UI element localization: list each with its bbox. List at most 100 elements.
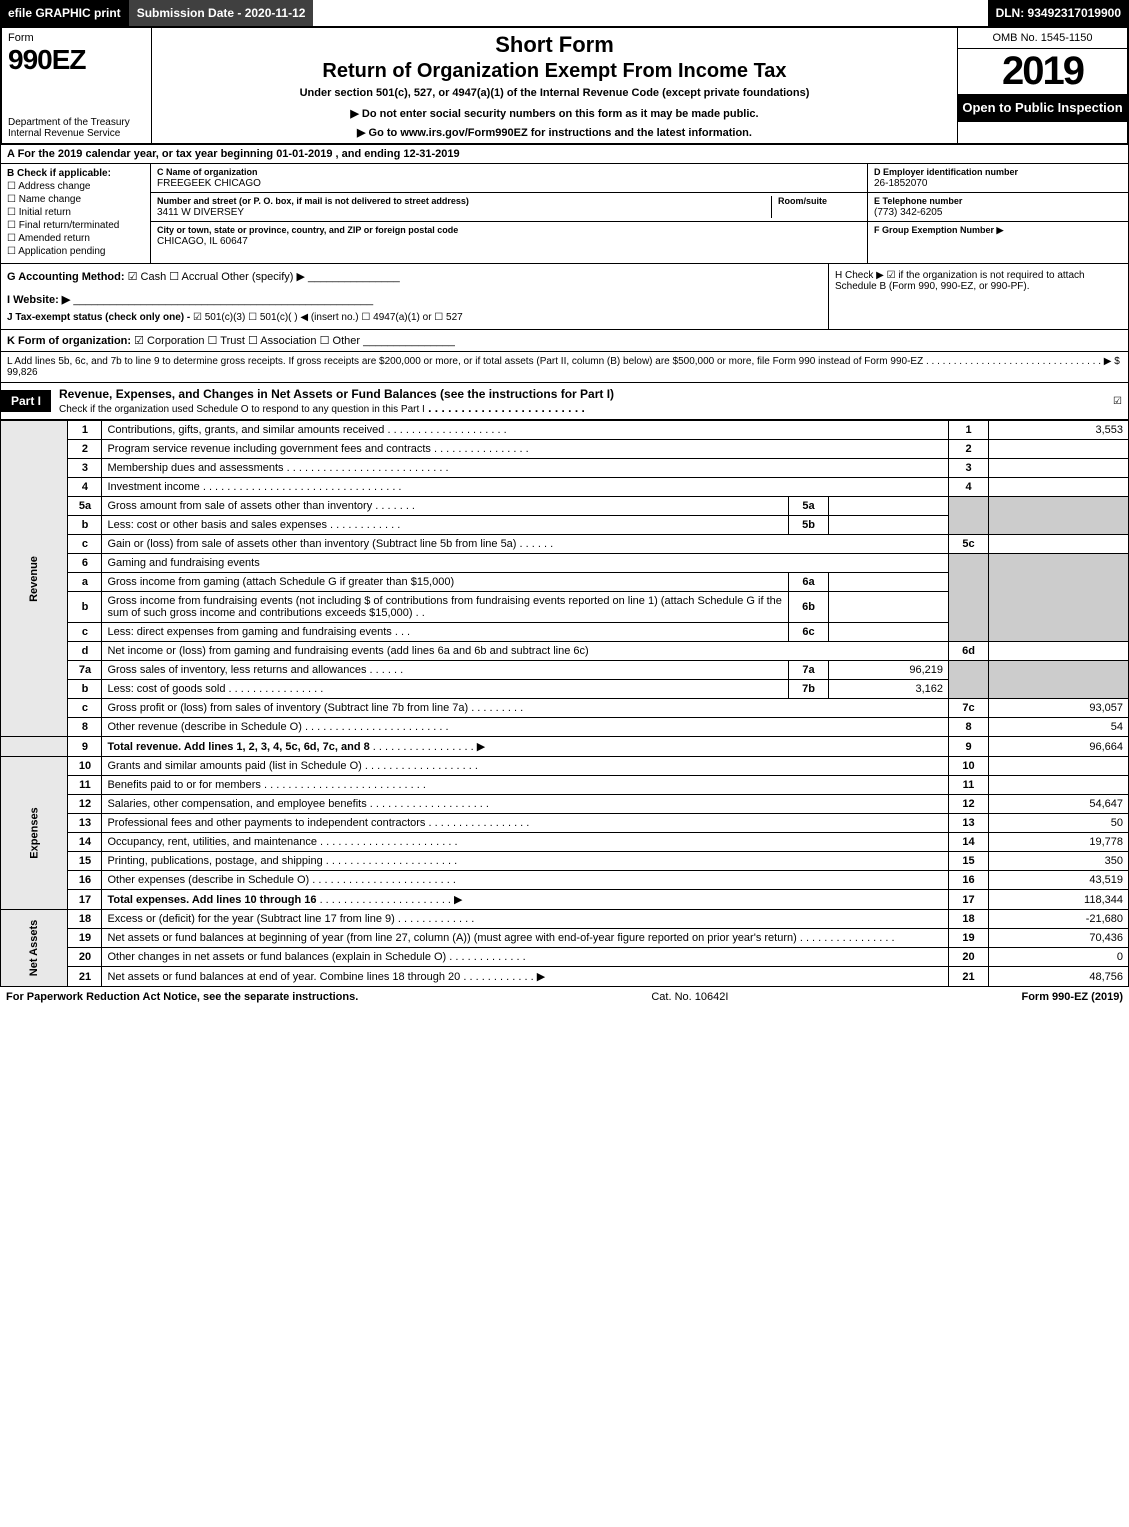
ln19-val: 70,436 [989,929,1129,948]
ln4-desc: Investment income . . . . . . . . . . . … [102,478,949,497]
j-label: J Tax-exempt status (check only one) - [7,312,190,323]
tax-exempt-row: J Tax-exempt status (check only one) - ☑… [7,312,822,323]
accounting-method: G Accounting Method: ☑ Cash ☐ Accrual Ot… [7,270,822,283]
ln6b-desc: Gross income from fundraising events (no… [102,592,789,623]
org-city: CHICAGO, IL 60647 [157,236,248,247]
ln20-no: 20 [68,948,102,967]
ln5a-subval [829,497,949,516]
ln6-no: 6 [68,554,102,573]
ln6c-no: c [68,623,102,642]
chk-application-pending[interactable]: Application pending [7,246,144,257]
ln6-desc: Gaming and fundraising events [102,554,949,573]
ln8-val: 54 [989,718,1129,737]
irs-label: Internal Revenue Service [8,128,120,139]
ln17-val: 118,344 [989,890,1129,910]
g-label: G Accounting Method: [7,271,125,283]
ln6c-desc: Less: direct expenses from gaming and fu… [102,623,789,642]
chk-amended-return[interactable]: Amended return [7,233,144,244]
col-c-org-info: C Name of organization FREEGEEK CHICAGO … [151,164,868,263]
part1-header: Part I Revenue, Expenses, and Changes in… [0,383,1129,420]
ln5b-subval [829,516,949,535]
ln13-no: 13 [68,814,102,833]
col-d-identifiers: D Employer identification number 26-1852… [868,164,1128,263]
ln7a-subval: 96,219 [829,661,949,680]
ln8-no: 8 [68,718,102,737]
ln14-val: 19,778 [989,833,1129,852]
dept-treasury: Department of the Treasury Internal Reve… [8,117,145,139]
header-center: Short Form Return of Organization Exempt… [152,28,957,143]
addr-label: Number and street (or P. O. box, if mail… [157,196,469,206]
omb-number: OMB No. 1545-1150 [958,28,1127,49]
ln15-desc: Printing, publications, postage, and shi… [102,852,949,871]
ln4-no: 4 [68,478,102,497]
org-address-cell: Number and street (or P. O. box, if mail… [151,193,867,222]
ln2-desc: Program service revenue including govern… [102,440,949,459]
ln5-grey-val [989,497,1129,535]
org-name-cell: C Name of organization FREEGEEK CHICAGO [151,164,867,193]
chk-address-change[interactable]: Address change [7,181,144,192]
header-block: Form 990EZ Department of the Treasury In… [0,26,1129,145]
ln6b-sub: 6b [789,592,829,623]
j-options[interactable]: ☑ 501(c)(3) ☐ 501(c)( ) ◀ (insert no.) ☐… [193,312,463,323]
ln11-desc: Benefits paid to or for members . . . . … [102,776,949,795]
part1-title-text: Revenue, Expenses, and Changes in Net As… [59,387,614,401]
ln9-val: 96,664 [989,737,1129,757]
ln11-no: 11 [68,776,102,795]
ln5c-desc: Gain or (loss) from sale of assets other… [102,535,949,554]
ln17-desc: Total expenses. Add lines 10 through 16 … [102,890,949,910]
header-left: Form 990EZ Department of the Treasury In… [2,28,152,143]
dept-label: Department of the Treasury [8,117,130,128]
ln6d-desc: Net income or (loss) from gaming and fun… [102,642,949,661]
ssn-notice: ▶ Do not enter social security numbers o… [160,107,949,120]
ln19-col: 19 [949,929,989,948]
ln6-grey [949,554,989,642]
i-label: I Website: ▶ [7,294,70,306]
ln3-no: 3 [68,459,102,478]
g-options[interactable]: ☑ Cash ☐ Accrual Other (specify) ▶ [128,271,305,283]
ln7b-sub: 7b [789,680,829,699]
ln14-desc: Occupancy, rent, utilities, and maintena… [102,833,949,852]
ln21-arrow: ▶ [537,971,545,983]
ln15-val: 350 [989,852,1129,871]
part1-check-o[interactable]: ☑ [1107,392,1128,411]
ln9-no: 9 [68,737,102,757]
ln7a-sub: 7a [789,661,829,680]
lines-table: Revenue 1 Contributions, gifts, grants, … [0,420,1129,987]
chk-name-change[interactable]: Name change [7,194,144,205]
ln17-col: 17 [949,890,989,910]
inspection-badge: Open to Public Inspection [958,94,1127,122]
ln14-col: 14 [949,833,989,852]
footer-left: For Paperwork Reduction Act Notice, see … [6,991,358,1003]
ln7a-desc: Gross sales of inventory, less returns a… [102,661,789,680]
ln9-desc: Total revenue. Add lines 1, 2, 3, 4, 5c,… [102,737,949,757]
chk-initial-return[interactable]: Initial return [7,207,144,218]
ln20-col: 20 [949,948,989,967]
ln1-no: 1 [68,421,102,440]
ln12-col: 12 [949,795,989,814]
row-a-tax-year: A For the 2019 calendar year, or tax yea… [0,145,1129,164]
ln14-no: 14 [68,833,102,852]
ln8-desc: Other revenue (describe in Schedule O) .… [102,718,949,737]
chk-final-return[interactable]: Final return/terminated [7,220,144,231]
org-city-cell: City or town, state or province, country… [151,222,867,250]
ln5a-sub: 5a [789,497,829,516]
ln4-col: 4 [949,478,989,497]
ln7c-desc: Gross profit or (loss) from sales of inv… [102,699,949,718]
ln10-no: 10 [68,757,102,776]
ln2-no: 2 [68,440,102,459]
row-l: L Add lines 5b, 6c, and 7b to line 9 to … [0,352,1129,383]
ln6a-subval [829,573,949,592]
ln15-col: 15 [949,852,989,871]
k-options[interactable]: ☑ Corporation ☐ Trust ☐ Association ☐ Ot… [134,335,360,347]
ln5c-val [989,535,1129,554]
ln8-col: 8 [949,718,989,737]
room-label: Room/suite [778,196,827,206]
ln18-no: 18 [68,910,102,929]
org-address: 3411 W DIVERSEY [157,207,244,218]
row-k: K Form of organization: ☑ Corporation ☐ … [0,330,1129,352]
ln19-no: 19 [68,929,102,948]
ln3-desc: Membership dues and assessments . . . . … [102,459,949,478]
goto-link[interactable]: ▶ Go to www.irs.gov/Form990EZ for instru… [160,126,949,139]
ln6c-sub: 6c [789,623,829,642]
tax-year: 2019 [958,49,1127,94]
